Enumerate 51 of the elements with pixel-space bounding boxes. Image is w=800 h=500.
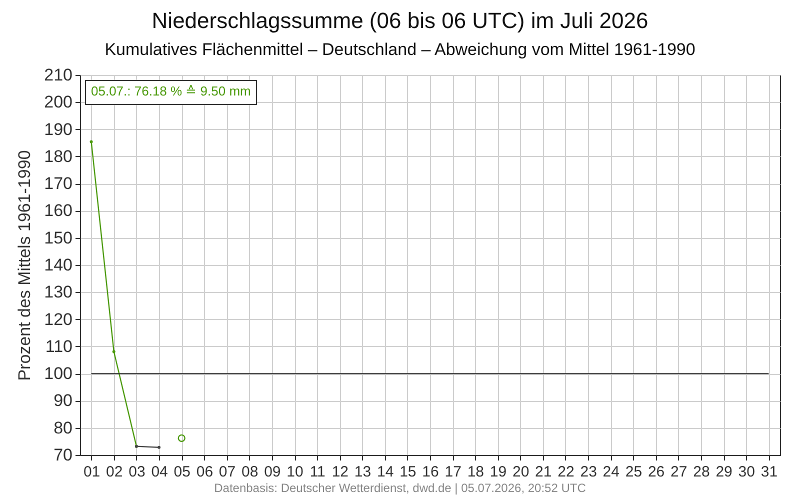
x-tick-label: 26 — [648, 464, 665, 480]
x-tick-label: 17 — [444, 464, 462, 480]
y-tick-label: 160 — [44, 201, 72, 220]
x-tick-label: 01 — [83, 464, 100, 480]
x-tick-label: 03 — [128, 464, 146, 480]
x-tick-label: 15 — [400, 464, 416, 480]
chart-title: Niederschlagssumme (06 bis 06 UTC) im Juli 2026 — [152, 8, 648, 33]
x-tick-label: 19 — [490, 464, 507, 480]
x-tick-label: 10 — [286, 464, 304, 480]
y-tick-label: 90 — [54, 391, 72, 410]
x-tick-label: 29 — [716, 464, 732, 480]
x-tick-label: 18 — [467, 464, 484, 480]
y-tick-label: 190 — [44, 120, 72, 139]
x-tick-label: 23 — [580, 464, 597, 480]
x-tick-label: 05 — [174, 464, 190, 480]
x-tick-label: 13 — [354, 464, 372, 480]
x-tick-label: 30 — [738, 464, 755, 480]
x-tick-label: 08 — [242, 464, 258, 480]
x-tick-label: 21 — [535, 464, 552, 480]
x-tick-label: 07 — [218, 464, 236, 480]
x-tick-label: 27 — [670, 464, 688, 480]
y-tick-label: 100 — [44, 364, 72, 384]
y-tick-label: 150 — [44, 228, 72, 248]
x-tick-label: 02 — [106, 464, 123, 480]
x-tick-label: 09 — [264, 464, 281, 480]
x-tick-label: 12 — [332, 464, 349, 480]
x-tick-label: 04 — [151, 464, 168, 480]
x-tick-label: 22 — [558, 464, 574, 480]
x-tick-label: 25 — [625, 464, 642, 480]
y-tick-label: 180 — [44, 146, 72, 166]
text: Datenbasis: Deutscher Wetterdienst, dwd.de | 05.07.2026, 20:52 UTC — [213, 481, 587, 495]
x-tick-label: 06 — [196, 464, 214, 480]
x-tick-label: 24 — [602, 464, 620, 480]
y-tick-label: 110 — [45, 336, 72, 356]
x-tick-label: 20 — [512, 464, 530, 480]
y-tick-label: 140 — [44, 256, 72, 274]
y-tick-label: 200 — [44, 92, 72, 112]
x-tick-label: 16 — [422, 464, 439, 480]
y-tick-label: 170 — [44, 174, 72, 194]
text: 05.07.: 76.18 % ≙ 9.50 mm — [91, 84, 251, 98]
y-tick-label: 120 — [44, 310, 72, 329]
x-tick-label: 14 — [376, 464, 394, 480]
y-tick-label: 130 — [44, 282, 72, 302]
y-tick-label: 70 — [54, 446, 72, 464]
y-tick-label: 80 — [54, 418, 72, 438]
x-tick-label: 31 — [760, 464, 778, 480]
y-tick-label: 210 — [44, 66, 72, 84]
y-axis-title: Prozent des Mittels 1961-1990 — [15, 150, 34, 381]
chart-subtitle: Kumulatives Flächenmittel – Deutschland – Abweichung vom Mittel 1961-1990 — [104, 40, 696, 59]
x-tick-label: 11 — [310, 464, 326, 480]
x-tick-label: 28 — [693, 464, 710, 480]
